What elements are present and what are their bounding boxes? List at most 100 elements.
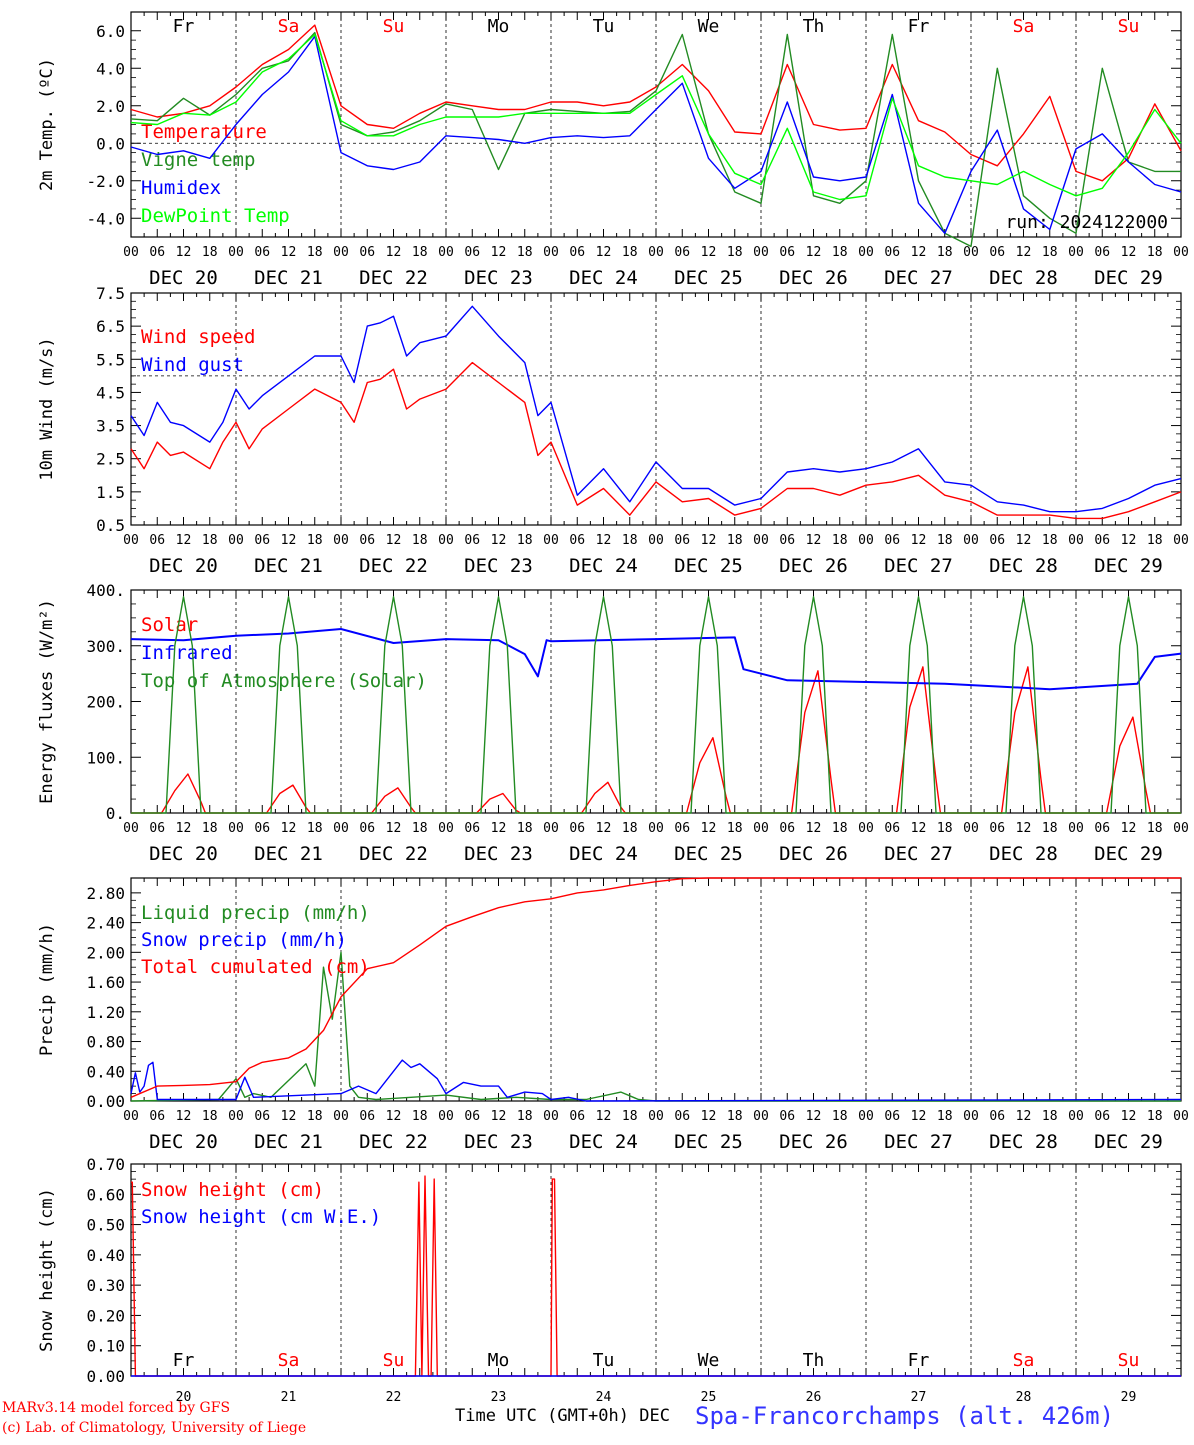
- date-label: DEC 24: [569, 267, 638, 289]
- day-number-label: 24: [596, 1390, 612, 1405]
- date-label: DEC 22: [359, 843, 428, 865]
- hour-label: 00: [1068, 533, 1084, 548]
- y-tick-label: 300.: [86, 637, 125, 656]
- hour-label: 06: [989, 821, 1005, 836]
- hour-label: 06: [569, 245, 585, 260]
- date-label: DEC 23: [464, 1131, 533, 1153]
- hour-label: 00: [1173, 533, 1189, 548]
- weekday-label: Sa: [1013, 1350, 1035, 1371]
- hour-label: 18: [622, 821, 638, 836]
- date-label: DEC 21: [254, 1131, 323, 1153]
- hour-label: 18: [937, 821, 953, 836]
- y-axis-title: Snow height (cm): [37, 1188, 57, 1352]
- day-number-label: 27: [911, 1390, 927, 1405]
- hour-label: 18: [937, 533, 953, 548]
- hour-label: 18: [412, 1109, 428, 1124]
- hour-label: 12: [1016, 821, 1032, 836]
- date-label: DEC 20: [149, 1131, 218, 1153]
- date-label: DEC 25: [674, 843, 743, 865]
- hour-label: 06: [359, 821, 375, 836]
- hour-label: 12: [701, 1109, 717, 1124]
- date-label: DEC 22: [359, 267, 428, 289]
- panel-4: 0.00 0.40 0.80 1.20 1.60 2.00 2.40 2.80 Precip (…: [37, 877, 1189, 1153]
- hour-label: 00: [333, 821, 349, 836]
- hour-label: 18: [307, 245, 323, 260]
- hour-label: 18: [307, 533, 323, 548]
- hour-label: 12: [911, 821, 927, 836]
- hour-label: 12: [806, 821, 822, 836]
- hour-label: 12: [701, 245, 717, 260]
- hour-label: 06: [569, 1109, 585, 1124]
- hour-label: 12: [911, 533, 927, 548]
- hour-label: 00: [543, 533, 559, 548]
- hour-label: 18: [622, 245, 638, 260]
- hour-label: 18: [622, 533, 638, 548]
- date-label: DEC 27: [884, 843, 953, 865]
- day-number-label: 28: [1016, 1390, 1032, 1405]
- date-label: DEC 26: [779, 1131, 848, 1153]
- hour-label: 12: [281, 533, 297, 548]
- hour-label: 12: [1016, 1109, 1032, 1124]
- hour-label: 18: [1147, 821, 1163, 836]
- hour-label: 06: [359, 533, 375, 548]
- hour-label: 18: [202, 533, 218, 548]
- y-tick-label: 0.60: [86, 1185, 125, 1204]
- hour-label: 12: [806, 533, 822, 548]
- hour-label: 00: [1068, 821, 1084, 836]
- hour-label: 00: [648, 821, 664, 836]
- y-tick-label: 2.80: [86, 884, 125, 903]
- hour-label: 12: [176, 533, 192, 548]
- day-number-label: 21: [281, 1390, 297, 1405]
- hour-label: 12: [1121, 533, 1137, 548]
- legend-entry: Humidex: [141, 177, 221, 199]
- hour-label: 12: [1121, 1109, 1137, 1124]
- hour-label: 00: [858, 533, 874, 548]
- y-tick-label: 0.70: [86, 1155, 125, 1174]
- date-label: DEC 26: [779, 267, 848, 289]
- hour-label: 00: [1173, 245, 1189, 260]
- date-label: DEC 29: [1094, 555, 1163, 577]
- hour-label: 12: [596, 821, 612, 836]
- hour-label: 18: [727, 245, 743, 260]
- hour-label: 06: [989, 1109, 1005, 1124]
- y-tick-label: 1.60: [86, 973, 125, 992]
- date-label: DEC 29: [1094, 1131, 1163, 1153]
- y-tick-label: 2.00: [86, 943, 125, 962]
- hour-label: 12: [701, 821, 717, 836]
- y-tick-label: 1.20: [86, 1003, 125, 1022]
- hour-label: 12: [911, 1109, 927, 1124]
- hour-label: 12: [491, 1109, 507, 1124]
- hour-label: 00: [753, 821, 769, 836]
- y-tick-label: 6.5: [96, 317, 125, 336]
- hour-label: 18: [517, 821, 533, 836]
- day-number-label: 23: [491, 1390, 507, 1405]
- legend-entry: Snow height (cm): [141, 1179, 324, 1201]
- hour-label: 06: [569, 533, 585, 548]
- y-axis-title: Precip (mm/h): [37, 923, 57, 1056]
- hour-label: 00: [1173, 821, 1189, 836]
- hour-label: 06: [149, 1109, 165, 1124]
- hour-label: 06: [674, 1109, 690, 1124]
- hour-label: 06: [779, 533, 795, 548]
- weekday-label: Sa: [278, 1350, 300, 1371]
- date-label: DEC 25: [674, 555, 743, 577]
- hour-label: 06: [779, 245, 795, 260]
- y-tick-label: 2.5: [96, 450, 125, 469]
- hour-label: 00: [648, 1109, 664, 1124]
- hour-label: 12: [596, 1109, 612, 1124]
- hour-label: 00: [228, 1109, 244, 1124]
- hour-label: 12: [491, 245, 507, 260]
- hour-label: 06: [464, 533, 480, 548]
- hour-label: 06: [149, 821, 165, 836]
- date-label: DEC 21: [254, 843, 323, 865]
- hour-label: 06: [674, 821, 690, 836]
- legend-entry: Snow height (cm W.E.): [141, 1206, 381, 1228]
- hour-label: 00: [963, 1109, 979, 1124]
- hour-label: 18: [202, 1109, 218, 1124]
- series-line: [130, 628, 1182, 691]
- hour-label: 18: [1042, 245, 1058, 260]
- hour-label: 18: [412, 533, 428, 548]
- hour-label: 06: [884, 533, 900, 548]
- hour-label: 00: [858, 245, 874, 260]
